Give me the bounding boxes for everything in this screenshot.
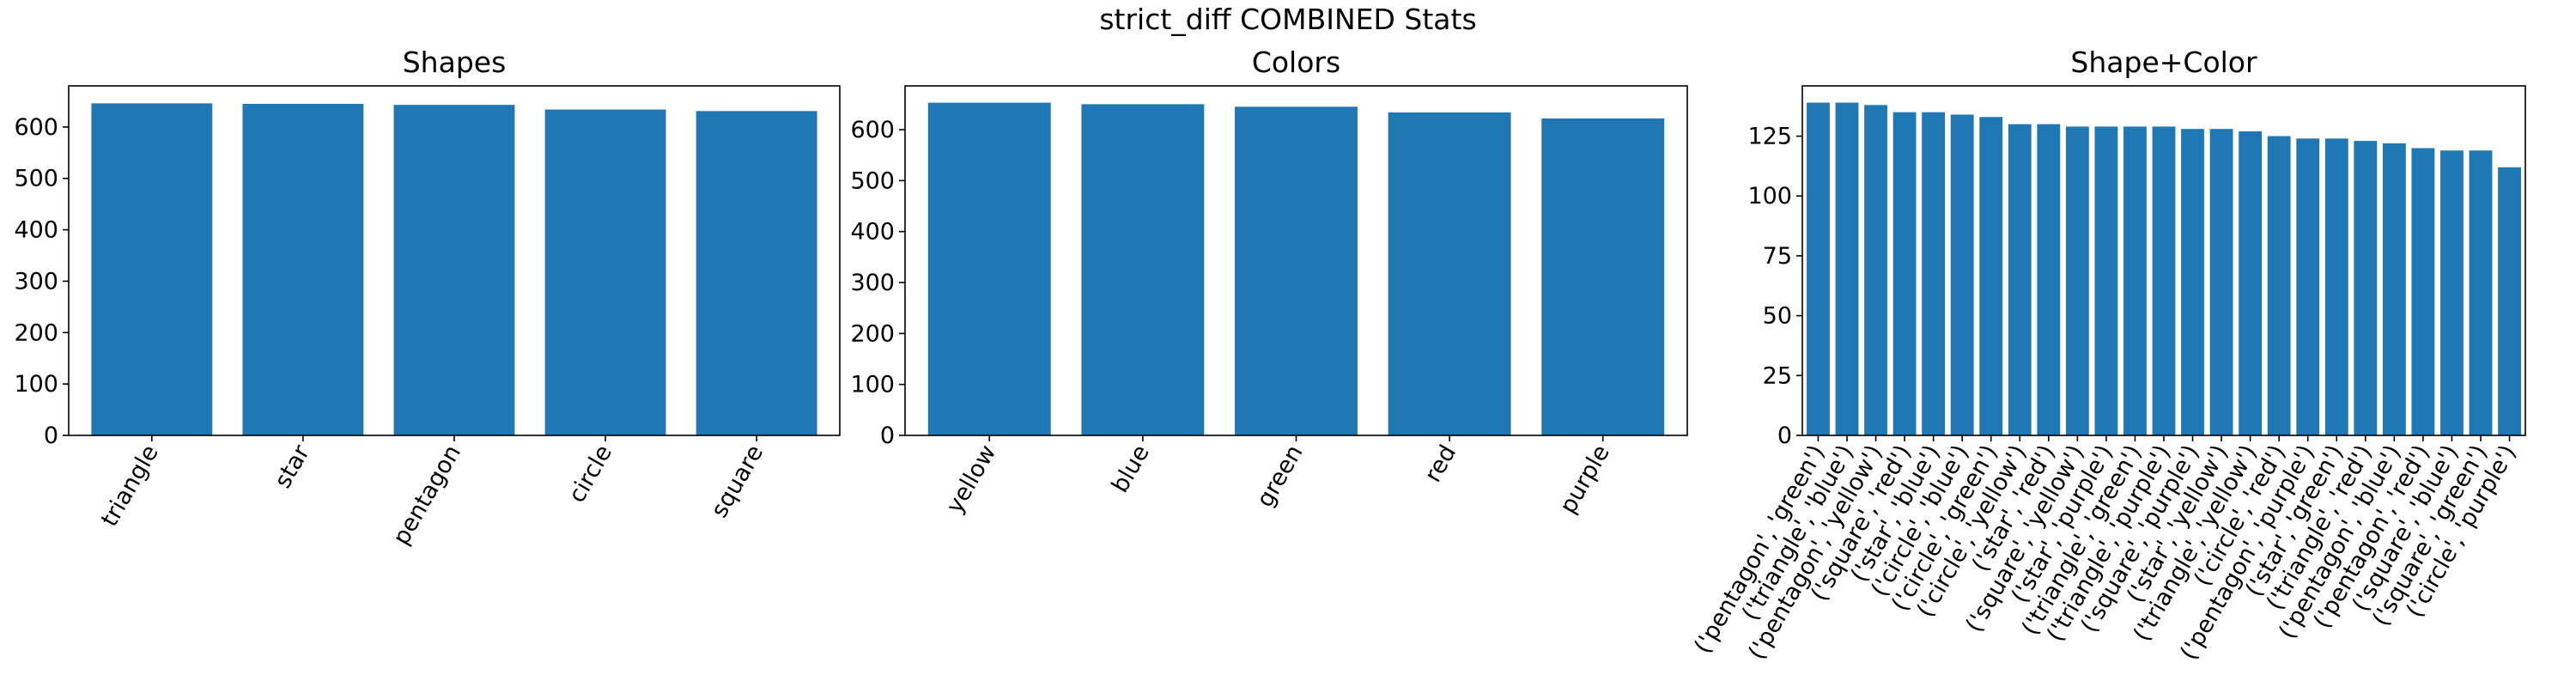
bar xyxy=(2239,131,2263,435)
bar xyxy=(2008,124,2032,436)
y-tick-label: 600 xyxy=(14,114,58,141)
y-tick-label: 500 xyxy=(850,167,895,194)
y-tick-label: 200 xyxy=(14,319,58,346)
x-tick-label: green xyxy=(1252,441,1309,512)
bar xyxy=(2267,136,2291,436)
bar xyxy=(2440,150,2464,435)
bar xyxy=(393,105,515,435)
y-tick-label: 400 xyxy=(14,217,58,244)
bar xyxy=(2469,150,2493,435)
bar xyxy=(1235,106,1358,435)
y-tick-label: 600 xyxy=(850,117,895,143)
y-tick-label: 400 xyxy=(850,219,895,246)
bar xyxy=(1541,118,1665,436)
bar xyxy=(1835,102,1859,435)
y-tick-label: 100 xyxy=(1747,183,1792,210)
axes-frame xyxy=(1801,85,2526,436)
axes-frame xyxy=(904,85,1688,436)
y-tick-label: 0 xyxy=(44,423,58,449)
bar xyxy=(2324,138,2348,435)
bar xyxy=(2382,143,2406,435)
bar xyxy=(2037,124,2061,436)
y-tick-label: 0 xyxy=(1777,423,1792,449)
x-tick-label: blue xyxy=(1107,441,1155,497)
x-tick-label: star xyxy=(270,440,315,493)
bar xyxy=(2094,126,2118,435)
x-tick-label: triangle xyxy=(96,441,164,532)
y-tick-label: 100 xyxy=(850,372,895,398)
y-tick-label: 100 xyxy=(14,371,58,398)
bar xyxy=(2296,138,2320,435)
bar xyxy=(696,111,817,435)
y-tick-label: 300 xyxy=(850,270,895,296)
bar xyxy=(2498,167,2521,435)
x-tick-label: purple xyxy=(1555,441,1615,519)
bar xyxy=(91,103,213,435)
bar xyxy=(1864,105,1887,436)
bar xyxy=(2123,126,2147,435)
y-tick-label: 125 xyxy=(1747,124,1792,150)
x-tick-label: red xyxy=(1419,441,1461,487)
bar xyxy=(1950,114,1974,435)
bar xyxy=(1807,102,1830,435)
x-tick-label: pentagon xyxy=(388,441,466,550)
figure-title: strict_diff COMBINED Stats xyxy=(1099,3,1476,36)
bar xyxy=(1922,112,1946,436)
bar xyxy=(544,109,666,436)
y-tick-label: 200 xyxy=(850,320,895,347)
y-tick-label: 75 xyxy=(1763,243,1792,270)
bar xyxy=(1893,112,1917,436)
axis-title: Shape+Color xyxy=(2070,46,2257,79)
x-tick-label: yellow xyxy=(941,441,1001,518)
bar xyxy=(2065,126,2089,435)
bar xyxy=(927,102,1051,435)
x-tick-label: square xyxy=(706,441,769,522)
axes-frame xyxy=(68,85,841,436)
axis-title: Shapes xyxy=(403,46,507,79)
y-tick-label: 0 xyxy=(880,423,895,449)
y-tick-label: 300 xyxy=(14,268,58,295)
x-tick-label: circle xyxy=(563,441,617,508)
bar xyxy=(1388,112,1511,435)
bar xyxy=(2354,141,2378,435)
axis-title: Colors xyxy=(1252,46,1340,79)
y-tick-label: 50 xyxy=(1763,303,1792,330)
bar xyxy=(1979,117,2003,435)
bar xyxy=(242,103,364,435)
bar xyxy=(2411,148,2435,436)
bar xyxy=(2152,126,2176,435)
bar xyxy=(2209,129,2233,435)
y-tick-label: 500 xyxy=(14,166,58,192)
bar xyxy=(1081,104,1205,436)
y-tick-label: 25 xyxy=(1763,362,1792,389)
bar xyxy=(2181,129,2204,435)
